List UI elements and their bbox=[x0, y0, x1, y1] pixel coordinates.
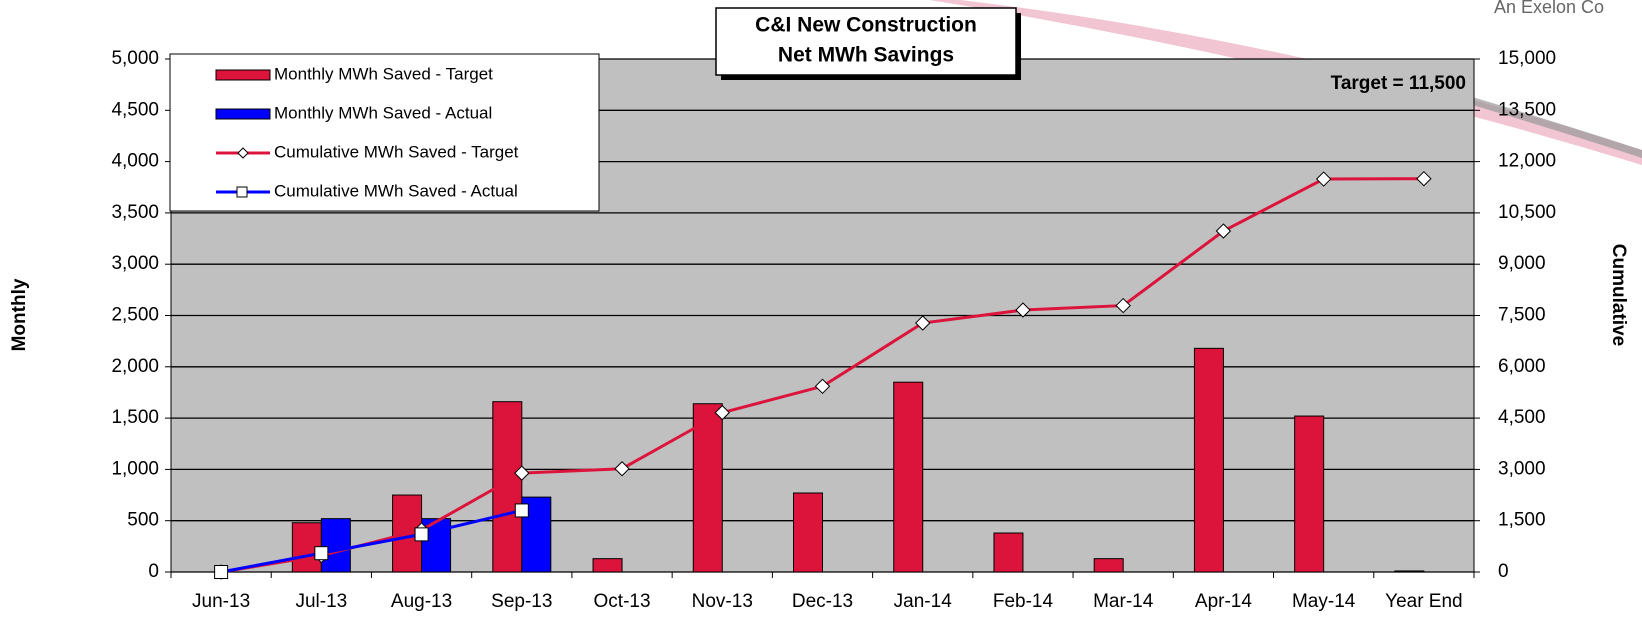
legend-label: Cumulative MWh Saved - Actual bbox=[274, 181, 518, 200]
chart-title: Net MWh Savings bbox=[778, 44, 954, 67]
legend-marker bbox=[236, 186, 248, 198]
y-tick-label: 3,000 bbox=[111, 253, 159, 274]
y-tick-label: 500 bbox=[127, 510, 159, 531]
marker bbox=[614, 461, 630, 477]
marker bbox=[414, 527, 429, 542]
x-tick-label: Sep-13 bbox=[491, 591, 552, 612]
x-tick-label: Dec-13 bbox=[792, 591, 853, 612]
x-tick-label: Feb-14 bbox=[993, 591, 1054, 612]
marker bbox=[1416, 170, 1432, 187]
legend-swatch bbox=[215, 108, 271, 120]
x-tick-label: Jul-13 bbox=[295, 591, 347, 612]
bar bbox=[1394, 570, 1425, 573]
y2-tick-label: 7,500 bbox=[1498, 305, 1546, 326]
y-tick-label: 1,500 bbox=[111, 407, 159, 428]
y-tick-label: 1,000 bbox=[111, 458, 159, 479]
marker bbox=[814, 378, 831, 395]
y2-tick-label: 4,500 bbox=[1498, 407, 1546, 428]
marker bbox=[514, 465, 530, 481]
marker bbox=[1115, 297, 1131, 314]
y2-tick-label: 0 bbox=[1498, 561, 1509, 582]
x-tick-label: Apr-14 bbox=[1195, 591, 1252, 612]
x-tick-label: Aug-13 bbox=[391, 591, 452, 612]
y-tick-label: 2,000 bbox=[111, 356, 159, 377]
legend-swatch bbox=[215, 69, 271, 81]
marker bbox=[1015, 302, 1031, 318]
y-tick-label: 4,000 bbox=[111, 151, 159, 172]
x-tick-label: Year End bbox=[1385, 591, 1462, 612]
legend-marker bbox=[237, 147, 249, 159]
marker bbox=[714, 404, 730, 421]
marker bbox=[514, 503, 529, 518]
marker bbox=[1315, 171, 1332, 187]
legend-label: Cumulative MWh Saved - Target bbox=[274, 142, 519, 161]
y2-tick-label: 3,000 bbox=[1498, 458, 1546, 479]
bar bbox=[993, 532, 1024, 573]
y2-tick-label: 10,500 bbox=[1498, 202, 1556, 223]
annotation: Target = 11,500 bbox=[1331, 73, 1466, 94]
x-tick-label: Mar-14 bbox=[1093, 591, 1154, 612]
y2-tick-label: 13,500 bbox=[1498, 99, 1556, 120]
marker bbox=[214, 565, 229, 579]
bar bbox=[692, 403, 723, 573]
title-box bbox=[715, 7, 1017, 76]
y2-tick-label: 1,500 bbox=[1498, 510, 1546, 531]
marker bbox=[915, 315, 931, 331]
y2-tick-label: 15,000 bbox=[1498, 48, 1556, 69]
marker bbox=[314, 546, 329, 561]
y2-axis-label: Cumulative bbox=[1608, 244, 1629, 346]
y-axis-label: Monthly bbox=[9, 278, 30, 351]
bar bbox=[1093, 558, 1124, 573]
x-tick-label: May-14 bbox=[1292, 591, 1356, 612]
bar bbox=[320, 518, 351, 573]
y2-tick-label: 6,000 bbox=[1498, 356, 1546, 377]
y2-tick-label: 9,000 bbox=[1498, 253, 1546, 274]
x-tick-label: Nov-13 bbox=[692, 591, 753, 612]
marker bbox=[1215, 223, 1232, 239]
line bbox=[220, 508, 523, 574]
bar bbox=[1193, 347, 1224, 573]
legend-label: Monthly MWh Saved - Target bbox=[274, 64, 493, 83]
y-tick-label: 5,000 bbox=[111, 48, 159, 69]
x-tick-label: Oct-13 bbox=[594, 591, 651, 612]
bar bbox=[893, 381, 924, 573]
bar bbox=[1294, 415, 1325, 573]
logo-text: An Exelon Co bbox=[1494, 0, 1604, 17]
bar bbox=[592, 558, 623, 573]
x-tick-label: Jan-14 bbox=[894, 591, 953, 612]
legend-label: Monthly MWh Saved - Actual bbox=[274, 103, 492, 122]
y2-tick-label: 12,000 bbox=[1498, 151, 1556, 172]
chart-title: C&I New Construction bbox=[755, 14, 977, 37]
y-tick-label: 3,500 bbox=[111, 202, 159, 223]
y-tick-label: 2,500 bbox=[111, 305, 159, 326]
y-tick-label: 0 bbox=[148, 561, 159, 582]
y-tick-label: 4,500 bbox=[111, 99, 159, 120]
x-tick-label: Jun-13 bbox=[192, 591, 250, 612]
bar bbox=[793, 492, 823, 573]
